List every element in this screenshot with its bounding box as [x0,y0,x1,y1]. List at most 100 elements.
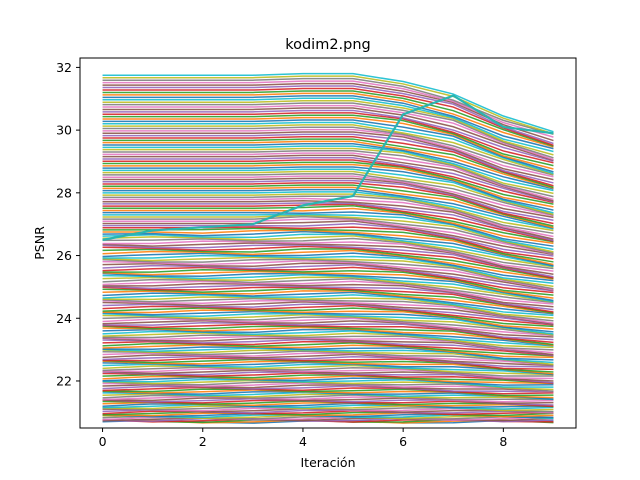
series-line [102,112,554,164]
x-tick-label: 0 [99,434,107,449]
series-line [102,170,554,216]
series-line [102,166,554,211]
series-line [102,240,554,272]
series-line [102,342,554,357]
series-line [102,229,554,266]
series-line [102,416,554,422]
series-line [102,332,554,349]
series-line [102,304,554,326]
series-line [102,159,554,204]
series-line [102,290,554,315]
series-line [102,258,554,290]
y-tick-label: 28 [56,185,72,200]
series-line [102,85,554,145]
series-line [102,328,554,347]
series-line [102,99,554,156]
plot-frame [79,57,577,429]
series-bands [102,72,554,424]
series-line [102,191,554,230]
series-line [102,128,554,178]
series-line [102,104,554,161]
y-tick-label: 26 [56,248,72,263]
series-line [102,310,554,333]
series-line [102,307,554,328]
series-line [102,294,554,317]
series-line [102,262,554,292]
series-line [102,205,554,243]
series-line [102,179,554,221]
series-line [102,177,554,219]
series-line [102,330,554,347]
series-line [102,116,554,170]
series-line [102,75,554,135]
series-line [102,109,554,162]
y-tick-label: 32 [56,60,72,75]
series-line [102,188,554,229]
series-line [102,403,554,410]
series-line [102,314,554,336]
series-line [102,233,554,267]
series-line [102,154,554,202]
series-line [102,266,554,294]
series-line [102,218,554,255]
series-line [102,138,554,189]
series-line [102,147,554,195]
series-line [102,248,554,280]
series-line [102,323,554,344]
series-line [102,202,554,242]
series-line [102,386,554,395]
series-line [102,287,554,314]
series-line [102,193,554,232]
series-line [102,296,554,319]
series-line [102,353,554,367]
series-line [102,102,554,159]
chart-title: kodim2.png [285,37,371,53]
series-line [102,325,554,346]
series-line [102,395,554,403]
x-tick-label: 8 [499,434,507,449]
series-line [102,114,554,167]
y-tick-label: 30 [56,123,72,138]
series-line [102,368,554,380]
series-line [102,317,554,337]
series-line [102,107,554,162]
series-line [102,184,554,227]
series-line [102,124,554,176]
series-line [102,375,554,385]
series-line [102,82,554,142]
series-line [102,301,554,325]
y-tick-label: 22 [56,373,72,388]
series-line [102,256,554,288]
series-line [102,140,554,189]
series-line [102,299,554,324]
series-line [102,237,554,270]
series-line [102,135,554,187]
series-line [102,366,554,377]
series-line [102,163,554,208]
series-line [102,161,554,205]
highlight-series [102,94,554,241]
x-tick-label: 6 [399,434,407,449]
highlight-line [102,94,554,241]
series-line [102,175,554,217]
series-line [102,264,554,292]
series-line [102,245,554,279]
series-line [102,411,554,417]
x-axis-label: Iteración [301,455,356,470]
series-line [102,87,554,147]
y-axis: 22 24 26 28 30 32 [56,60,80,388]
series-line [102,157,554,203]
series-line [102,344,554,359]
series-line [102,249,554,280]
x-axis: 0 2 4 6 8 [99,428,507,449]
series-line [102,119,554,173]
series-line [102,133,554,184]
series-line [102,226,554,260]
series-line [102,220,554,256]
series-line [102,195,554,235]
series-line [102,150,554,198]
series-line [102,121,554,175]
series-line [102,322,554,341]
series-line [102,259,554,291]
series-line [102,95,554,150]
